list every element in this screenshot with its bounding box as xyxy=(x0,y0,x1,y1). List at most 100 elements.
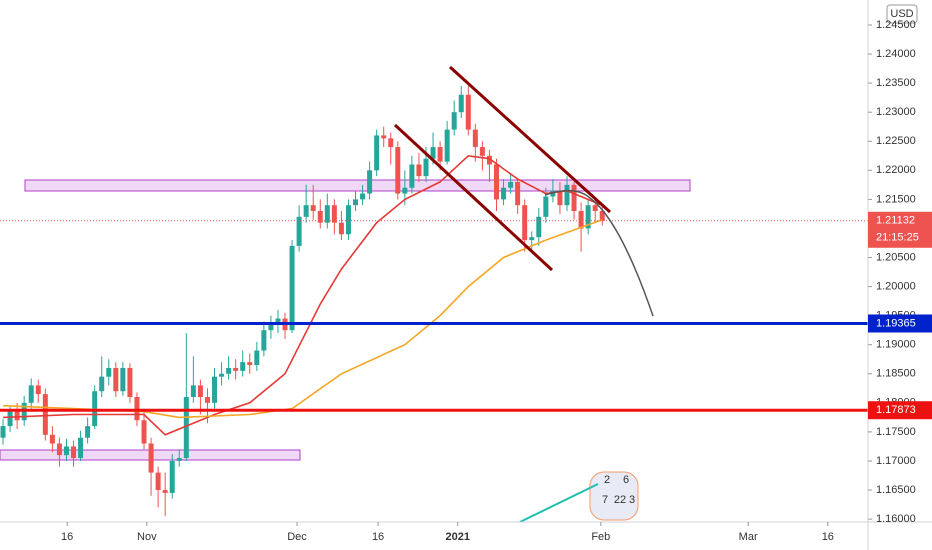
y-tick-label: 1.24000 xyxy=(876,48,916,60)
candle-body xyxy=(169,460,175,493)
candle-body xyxy=(395,147,401,194)
y-tick-label: 1.24500 xyxy=(876,19,916,31)
candle-body xyxy=(529,237,535,241)
candle-body xyxy=(176,458,182,461)
marks: 2 6 7 22 3 xyxy=(0,86,868,521)
candle-body xyxy=(367,170,373,194)
candle-body xyxy=(324,205,330,223)
candle-body xyxy=(508,181,514,188)
candle-body xyxy=(261,330,267,351)
y-tick-label: 1.22500 xyxy=(876,135,916,147)
candle-body xyxy=(430,147,436,159)
y-tick-label: 1.23500 xyxy=(876,77,916,89)
candle-body xyxy=(543,196,549,217)
candle-body xyxy=(155,472,161,491)
candle-body xyxy=(78,437,84,459)
x-tick-label: 16 xyxy=(822,531,834,543)
y-tick-label: 1.19000 xyxy=(876,339,916,351)
candle-body xyxy=(353,199,359,206)
countdown: 21:15:25 xyxy=(876,232,919,244)
x-tick-label: Feb xyxy=(591,531,610,543)
candle-body xyxy=(479,147,485,156)
y-tick-label: 1.16000 xyxy=(876,513,916,525)
candle-body xyxy=(338,222,344,235)
candle-body xyxy=(212,376,218,403)
candle-body xyxy=(190,385,196,398)
candle-body xyxy=(219,373,225,377)
currency-box xyxy=(886,4,918,24)
candle-body xyxy=(28,385,34,403)
candle-body xyxy=(49,434,55,444)
candle-body xyxy=(437,147,443,162)
candle-body xyxy=(472,129,478,148)
x-tick-label: 16 xyxy=(372,531,384,543)
candle-body xyxy=(120,367,126,392)
y-tick-label: 1.20500 xyxy=(876,251,916,263)
x-tick-label: 16 xyxy=(61,531,73,543)
event-label: 6 xyxy=(623,474,629,486)
candle-body xyxy=(303,205,309,217)
level-badge xyxy=(868,314,932,333)
candle-body xyxy=(141,420,147,444)
candle-body xyxy=(63,446,69,456)
level-label: 1.19365 xyxy=(876,317,916,329)
candle-body xyxy=(416,164,422,177)
candle-body xyxy=(289,245,295,331)
price-label: 1.21132 xyxy=(876,215,915,227)
candle-body xyxy=(465,94,471,130)
candle-body xyxy=(275,318,281,325)
candle-body xyxy=(310,205,316,212)
candle-body xyxy=(515,181,521,206)
y-tick-label: 1.21500 xyxy=(876,193,916,205)
candle-body xyxy=(550,190,556,197)
y-tick-label: 1.17000 xyxy=(876,455,916,467)
candle-body xyxy=(409,164,415,188)
candle-body xyxy=(197,385,203,398)
candle-body xyxy=(268,324,274,331)
channel-line xyxy=(393,123,554,272)
candle-body xyxy=(233,367,239,371)
channel-line xyxy=(448,65,612,214)
candle-body xyxy=(127,367,133,398)
candle-body xyxy=(331,205,337,223)
candle-body xyxy=(451,112,457,130)
y-tick-label: 1.18500 xyxy=(876,368,916,380)
candle-body xyxy=(162,490,168,493)
y-tick-label: 1.16500 xyxy=(876,484,916,496)
candle-body xyxy=(444,129,450,162)
candle-body xyxy=(592,205,598,212)
candle-body xyxy=(247,362,253,366)
moving-average xyxy=(2,154,603,436)
y-tick-label: 1.23000 xyxy=(876,106,916,118)
candle-body xyxy=(296,216,302,246)
event-label: 2 xyxy=(604,474,610,486)
candle-body xyxy=(148,443,154,473)
candle-body xyxy=(7,411,13,427)
candle-body xyxy=(113,367,119,392)
price-badge xyxy=(868,211,932,248)
candle-body xyxy=(486,155,492,165)
level-label: 1.17873 xyxy=(876,404,916,416)
candle-body xyxy=(42,394,48,435)
event-group xyxy=(589,471,639,521)
candle-body xyxy=(106,367,112,377)
y-tick-label: 1.22000 xyxy=(876,164,916,176)
drawings-front xyxy=(393,65,654,523)
candle-body xyxy=(493,164,499,200)
event-label: 3 xyxy=(629,494,635,506)
y-tick-label: 1.20000 xyxy=(876,280,916,292)
x-tick-label: Dec xyxy=(287,531,307,543)
axes: 1.24500 1.24000 1.23500 1.23000 1.22500 1.220… xyxy=(61,19,932,543)
event-label: 7 xyxy=(602,494,608,506)
candle-body xyxy=(254,350,260,366)
candle-body xyxy=(134,397,140,421)
candle-body xyxy=(388,138,394,148)
candle-body xyxy=(56,443,62,456)
candle-body xyxy=(374,135,380,171)
candle-body xyxy=(226,367,232,374)
candle-body xyxy=(35,385,41,395)
candle-body xyxy=(458,94,464,113)
candle-body xyxy=(578,211,584,229)
